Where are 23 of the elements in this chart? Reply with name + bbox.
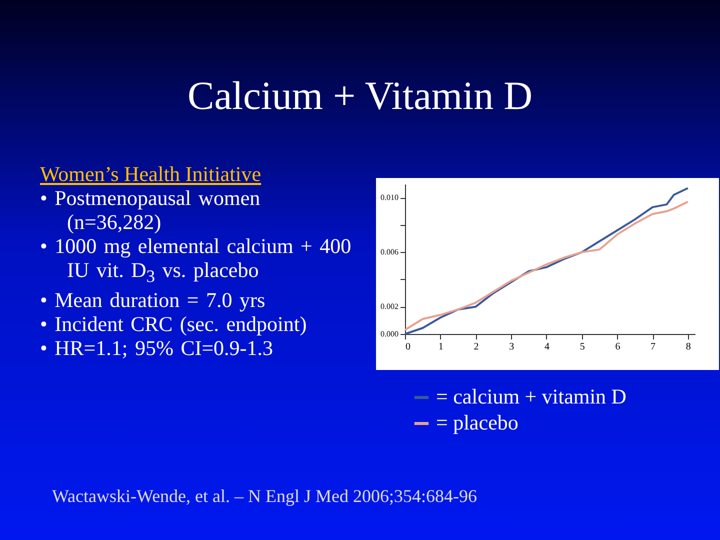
chart-title: Calcium + Vitamin D bbox=[186, 72, 534, 119]
y-tick-label: 0.002 bbox=[380, 302, 398, 312]
x-tick-label: 1 bbox=[438, 342, 444, 352]
y-tick-label: 0.000 bbox=[380, 330, 398, 338]
text: Women’s Health Initiative bbox=[40, 162, 262, 186]
y-tick-label: 0.010 bbox=[380, 193, 398, 202]
x-tick-label: 8 bbox=[686, 342, 691, 352]
x-tick-label: 0 bbox=[406, 342, 410, 352]
legend-label: = placebo bbox=[436, 410, 518, 434]
text: • 1000 mg elemental calcium + 400 IU vit. D$_{3}$ vs. placebo bbox=[40, 234, 352, 288]
text: • HR=1.1; 95% CI=0.9-1.3 bbox=[40, 336, 274, 360]
x-tick-label: 7 bbox=[650, 342, 656, 352]
x-tick-label: 5 bbox=[580, 342, 585, 352]
text: • Mean duration = 7.0 yrs bbox=[40, 288, 266, 312]
x-tick-label: 2 bbox=[474, 342, 479, 352]
text: • Incident CRC (sec. endpoint) bbox=[40, 312, 308, 336]
x-tick-label: 4 bbox=[544, 342, 550, 352]
text: Wactawski-Wende, et al. – N Engl J Med 2006;354:684-96 bbox=[52, 486, 478, 507]
x-tick-label: 3 bbox=[509, 342, 514, 352]
legend-label: = calcium + vitamin D bbox=[436, 384, 626, 408]
y-tick-label: 0.006 bbox=[380, 248, 398, 257]
x-tick-label: 6 bbox=[615, 342, 620, 352]
text: • Postmenopausal women (n=36,282) bbox=[40, 186, 262, 234]
